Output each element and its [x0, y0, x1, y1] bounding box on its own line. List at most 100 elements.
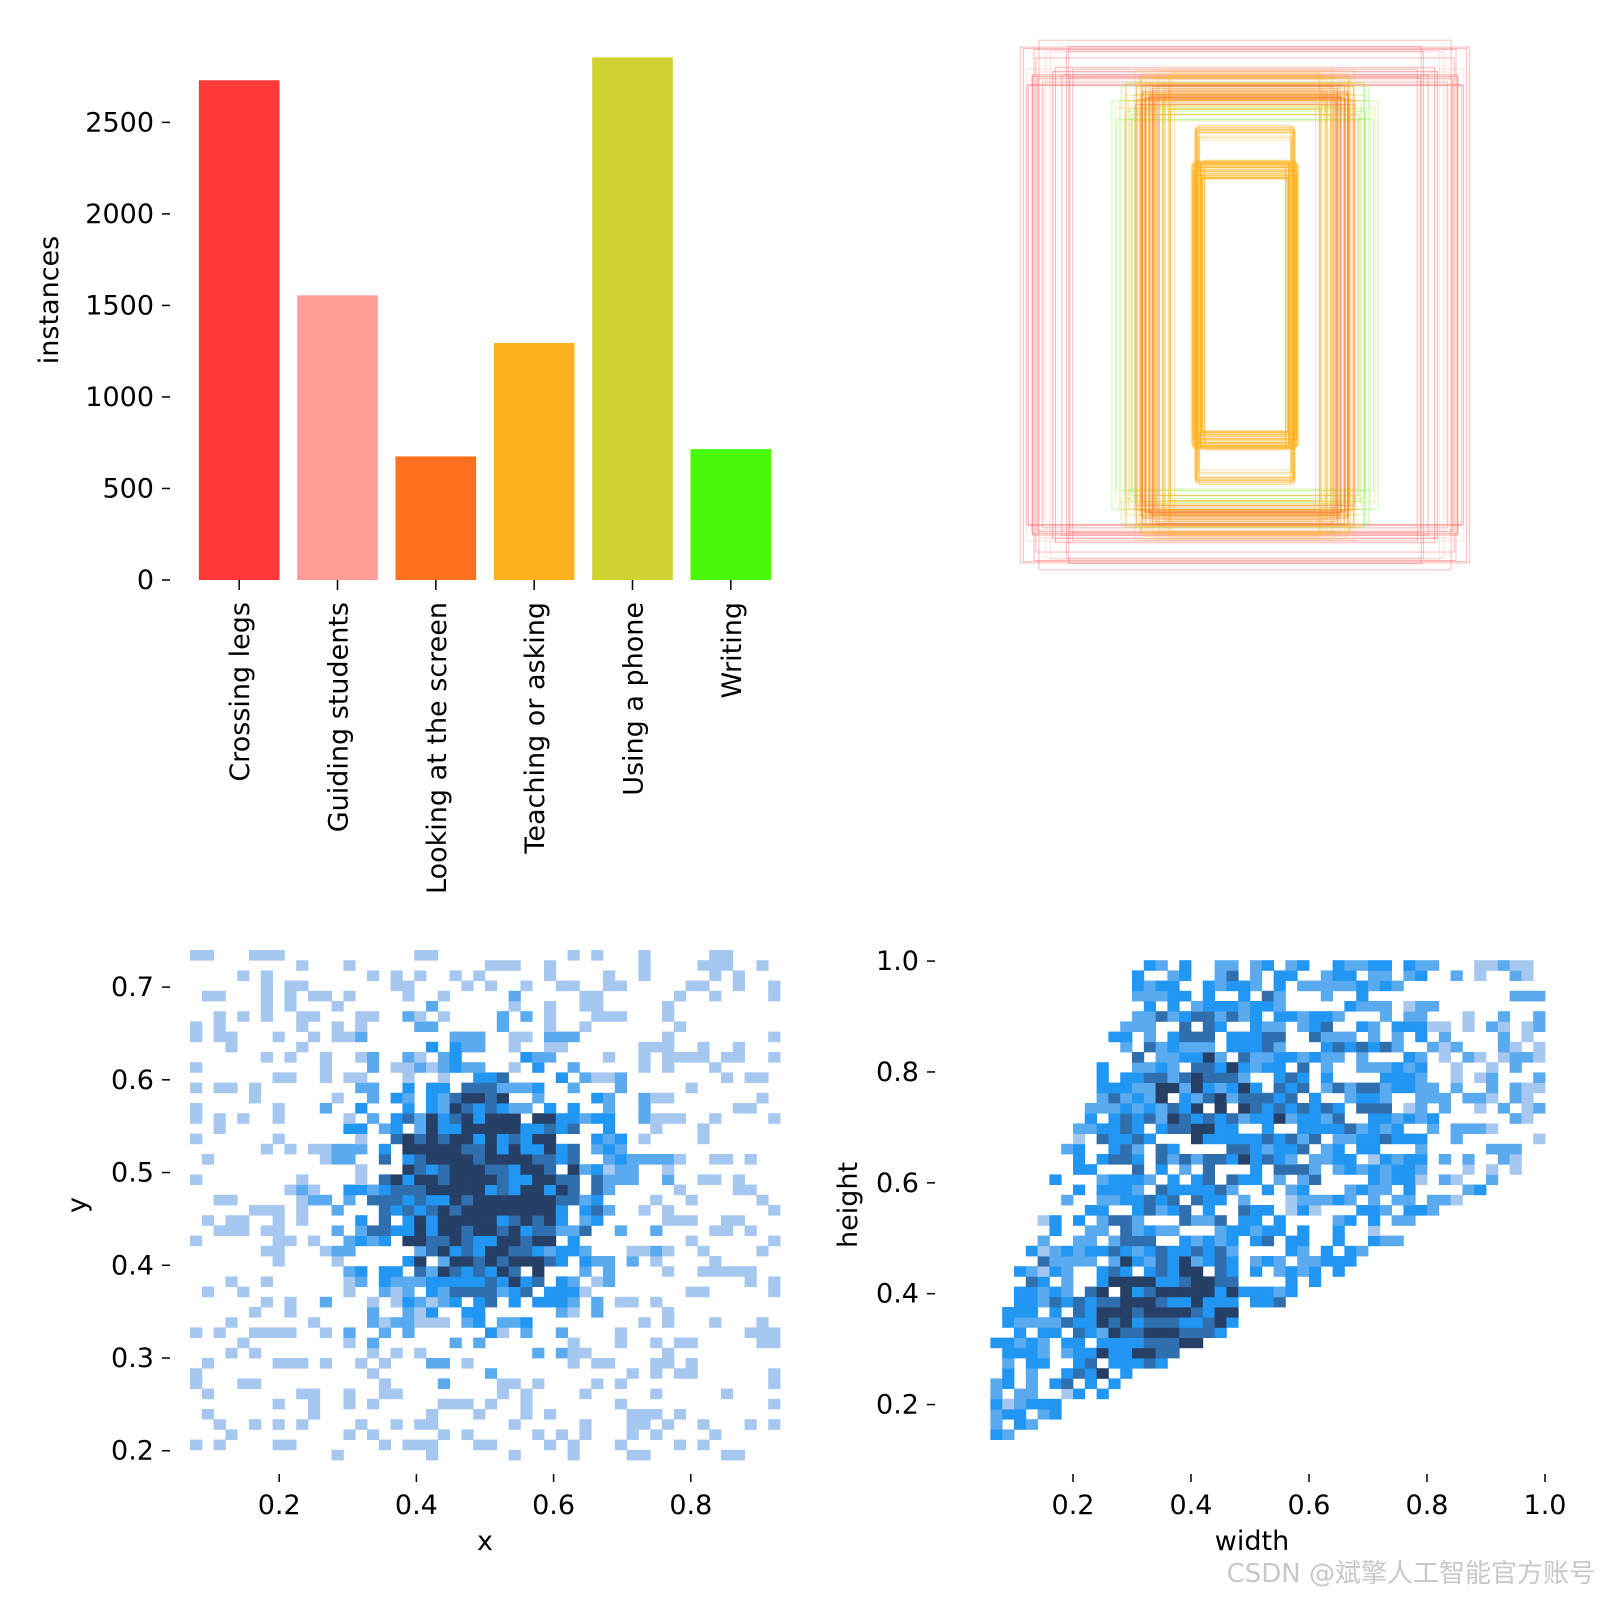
- hist-cell: [567, 1296, 580, 1308]
- hist-cell: [473, 1296, 486, 1308]
- hist-cell: [603, 970, 616, 981]
- hist-cell: [1155, 1164, 1168, 1175]
- hist-cell: [190, 1021, 203, 1032]
- hist-cell: [496, 1123, 509, 1134]
- hist-cell: [1037, 1347, 1050, 1359]
- hist-cell: [414, 1174, 427, 1185]
- hist-cell: [1155, 1123, 1168, 1134]
- hist-cell: [190, 1368, 203, 1379]
- hist-cell: [426, 1276, 439, 1287]
- hist-cell: [1238, 1031, 1251, 1043]
- hist-cell: [1332, 1113, 1345, 1124]
- hist-cell: [579, 990, 592, 1002]
- hist-cell: [591, 1256, 604, 1267]
- hist-cell: [308, 1388, 321, 1400]
- hist-cell: [1486, 1123, 1499, 1134]
- hist-cell: [1096, 1123, 1109, 1134]
- hist-cell: [1037, 1317, 1050, 1328]
- hist-cell: [485, 1439, 498, 1451]
- hist-cell: [1120, 1347, 1133, 1359]
- hist-cell: [1344, 1133, 1357, 1145]
- hist-cell: [1132, 1194, 1145, 1206]
- hist-cell: [190, 1103, 203, 1114]
- hist-cell: [1120, 1154, 1133, 1165]
- box-outline: [1152, 85, 1338, 525]
- y-tick-label: 1000: [85, 382, 154, 413]
- hist-cell: [1415, 1103, 1428, 1114]
- box-outline: [1197, 132, 1293, 478]
- hist-cell: [319, 1358, 332, 1369]
- bar: [297, 295, 378, 580]
- hist-cell: [402, 1235, 415, 1247]
- y-tick-label: 0.6: [111, 1065, 154, 1096]
- hist-cell: [308, 1143, 321, 1155]
- hist-cell: [213, 1194, 226, 1206]
- hist-cell: [331, 1143, 344, 1155]
- hist-cell: [414, 1215, 427, 1226]
- hist-cell: [721, 1266, 734, 1277]
- hist-cell: [1143, 1021, 1156, 1032]
- box-outline: [1196, 125, 1294, 485]
- hist-cell: [1167, 1031, 1180, 1043]
- hist-cell: [343, 1286, 356, 1298]
- box-outline: [1032, 75, 1458, 535]
- hist-cell: [343, 1194, 356, 1206]
- hist-cell: [1438, 1103, 1451, 1114]
- hist-cell: [225, 1194, 238, 1206]
- hist-cell: [1108, 1317, 1121, 1328]
- hist-cell: [579, 1001, 592, 1012]
- hist-cell: [1049, 1256, 1062, 1267]
- hist-cell: [237, 1011, 250, 1022]
- box-outline: [1031, 75, 1459, 535]
- hist-cell: [355, 1103, 368, 1114]
- hist-cell: [626, 1449, 639, 1461]
- hist-cell: [355, 1031, 368, 1043]
- hist-cell: [1391, 1215, 1404, 1226]
- hist-cell: [603, 1205, 616, 1216]
- hist-cell: [402, 1082, 415, 1094]
- hist-cell: [1368, 1194, 1381, 1206]
- hist-cell: [355, 1215, 368, 1226]
- hist-cell: [1143, 1174, 1156, 1185]
- hist-cell: [1297, 1266, 1310, 1277]
- hist-cell: [673, 990, 686, 1002]
- hist-cell: [591, 1378, 604, 1389]
- hist-cell: [603, 1164, 616, 1175]
- hist-cell: [732, 1184, 745, 1196]
- hist-cell: [1261, 1001, 1274, 1012]
- hist-cell: [1427, 1092, 1440, 1104]
- hist-cell: [1521, 1031, 1534, 1043]
- hist-cell: [485, 1327, 498, 1338]
- hist-cell: [1084, 1123, 1097, 1134]
- hist-cell: [437, 1184, 450, 1196]
- hist-cell: [1061, 1245, 1074, 1257]
- hist-cell: [473, 1164, 486, 1175]
- box-outline: [1151, 88, 1339, 522]
- hist-cell: [390, 1286, 403, 1298]
- hist-cell: [685, 1358, 698, 1369]
- hist-cell: [378, 1266, 391, 1277]
- hist-cell: [732, 1266, 745, 1277]
- hist-cell: [508, 1245, 521, 1257]
- hist-cell: [532, 1347, 545, 1359]
- hist-cell: [1167, 1286, 1180, 1298]
- hist-cell: [567, 1358, 580, 1369]
- hist-cell: [1096, 1296, 1109, 1308]
- hist-cell: [721, 960, 734, 971]
- hist-cell: [1143, 1225, 1156, 1236]
- hist-cell: [390, 1062, 403, 1073]
- hist-cell: [1049, 1327, 1062, 1338]
- hist-cell: [1179, 1123, 1192, 1134]
- hist-cell: [1497, 1143, 1510, 1155]
- hist-cell: [1167, 1041, 1180, 1053]
- hist-cell: [1143, 980, 1156, 992]
- hist-cell: [1332, 1266, 1345, 1277]
- hist-cell: [390, 1113, 403, 1124]
- hist-cell: [331, 1001, 344, 1012]
- hist-cell: [485, 1082, 498, 1094]
- hist-cell: [343, 1143, 356, 1155]
- hist-cell: [508, 990, 521, 1002]
- box-outline: [1197, 139, 1293, 471]
- hist-cell: [1261, 1225, 1274, 1236]
- hist-cell: [1014, 1347, 1027, 1359]
